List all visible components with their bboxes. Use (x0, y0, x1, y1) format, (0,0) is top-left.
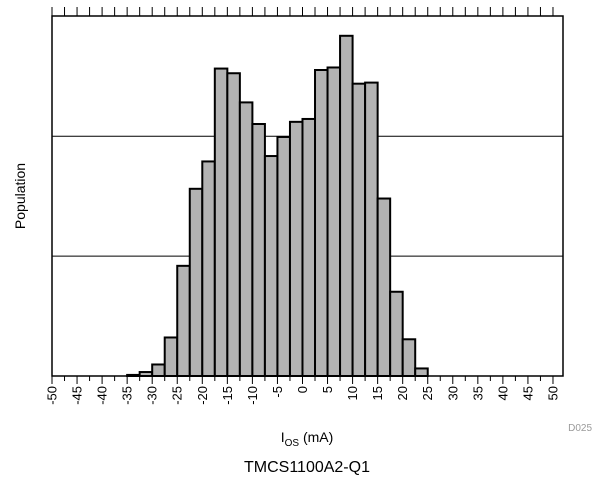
histogram-bars (126, 34, 429, 378)
histogram-bar (276, 135, 291, 377)
x-tick-label: 10 (345, 386, 360, 400)
x-axis-label-subscript: OS (285, 438, 300, 449)
histogram-bar (263, 155, 279, 377)
x-tick-label: 25 (420, 386, 435, 400)
x-axis-ticks (51, 7, 554, 384)
plot-frame (51, 15, 564, 377)
histogram-bar (351, 82, 367, 378)
x-tick-label: 0 (295, 386, 310, 393)
x-tick-label: 15 (370, 386, 385, 400)
histogram-bar (238, 101, 254, 378)
chart-caption: TMCS1100A2-Q1 (244, 459, 370, 476)
histogram-bar (401, 338, 417, 377)
histogram-bar (288, 120, 304, 377)
x-tick-label: -25 (170, 386, 185, 405)
x-tick-label: -15 (220, 386, 235, 405)
x-tick-label: -30 (145, 386, 160, 405)
histogram-bar (213, 67, 229, 377)
x-axis-label: IOS (mA) (281, 429, 334, 449)
x-axis-label-unit: (mA) (299, 429, 333, 445)
x-tick-label: -20 (195, 386, 210, 405)
histogram-bar (414, 367, 429, 378)
x-tick-label: -35 (120, 386, 135, 405)
x-tick-label: -5 (270, 386, 285, 398)
histogram-bar (151, 363, 166, 378)
histogram-bar (163, 336, 179, 378)
x-tick-label: 30 (445, 386, 460, 400)
histogram-bar (176, 264, 191, 377)
x-tick-label: 50 (545, 386, 560, 400)
x-tick-label: 40 (495, 386, 510, 400)
x-tick-label: -10 (245, 386, 260, 405)
x-tick-label: -45 (70, 386, 85, 405)
histogram-bar (188, 187, 204, 377)
x-axis-label-main: I (281, 429, 285, 445)
x-tick-label: 20 (395, 386, 410, 400)
histogram-bar (339, 34, 354, 378)
figure-id: D025 (568, 423, 592, 434)
histogram-bar (226, 72, 241, 378)
x-tick-label: -50 (45, 386, 60, 405)
histogram-bar (251, 123, 266, 377)
x-tick-label: -40 (95, 386, 110, 405)
x-tick-label: 5 (320, 386, 335, 393)
histogram-bar (314, 69, 329, 377)
histogram-bar (326, 66, 342, 377)
histogram-bar (389, 290, 404, 378)
x-tick-label: 45 (520, 386, 535, 400)
histogram-bar (201, 160, 216, 377)
x-axis-tick-labels: -50 -45 -40 -35 -30 -25 -20 -15 -10 -5 0 5 10 15 20 25 3… (45, 386, 561, 405)
x-tick-label: 35 (470, 386, 485, 400)
histogram-bar (364, 81, 379, 377)
histogram-bar (301, 117, 317, 378)
y-axis-label: Population (12, 163, 28, 229)
histogram-bar (376, 197, 392, 377)
